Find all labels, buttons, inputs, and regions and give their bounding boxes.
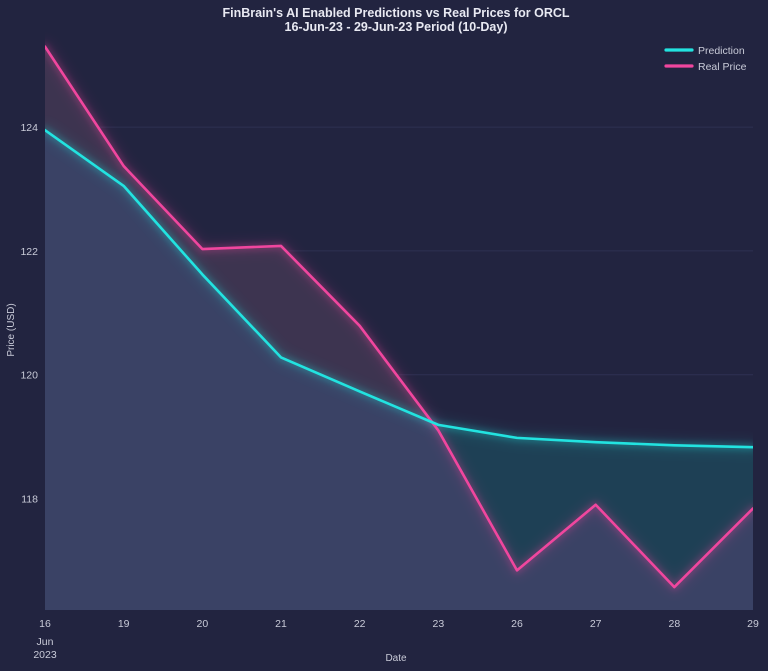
chart-subtitle: 16-Jun-23 - 29-Jun-23 Period (10-Day) <box>285 20 508 34</box>
real-price-line <box>45 45 753 589</box>
x-axis-tick-label: 29 <box>747 618 759 630</box>
x-axis-tick-label: 23 <box>432 618 444 630</box>
y-axis-tick-label: 118 <box>21 494 38 506</box>
x-axis-sublabel-month: Jun <box>37 636 54 648</box>
chart-title: FinBrain's AI Enabled Predictions vs Rea… <box>222 6 569 20</box>
x-axis-tick-label: 21 <box>275 618 287 630</box>
y-axis-title: Price (USD) <box>6 303 17 356</box>
x-axis-tick-label: 20 <box>196 618 208 630</box>
y-axis-tick-label: 120 <box>20 370 38 382</box>
prediction-line <box>45 128 753 449</box>
area-prediction-above-real <box>432 422 753 588</box>
series-lines <box>45 40 753 594</box>
legend-label[interactable]: Prediction <box>698 45 745 57</box>
x-axis-sublabel-year: 2023 <box>33 649 57 661</box>
x-axis-tick-label: 16 <box>39 618 51 630</box>
x-axis-tick-label: 27 <box>590 618 602 630</box>
x-axis-tick-label: 22 <box>354 618 366 630</box>
legend-label[interactable]: Real Price <box>698 61 747 73</box>
x-axis-tick-label: 28 <box>668 618 680 630</box>
y-axis-tick-label: 122 <box>20 246 38 258</box>
y-axis-tick-labels: 124 122 120 118 <box>20 122 38 505</box>
x-axis-title: Date <box>385 653 407 664</box>
x-axis-tick-label: 26 <box>511 618 523 630</box>
series-fills <box>45 46 753 610</box>
x-axis-tick-label: 19 <box>118 618 130 630</box>
x-axis-tick-labels: 16 19 20 21 22 23 26 27 28 29 <box>39 618 759 630</box>
y-axis-tick-label: 124 <box>20 122 38 134</box>
chart-legend[interactable]: Prediction Real Price <box>664 45 747 73</box>
area-real-above-prediction <box>45 46 433 423</box>
